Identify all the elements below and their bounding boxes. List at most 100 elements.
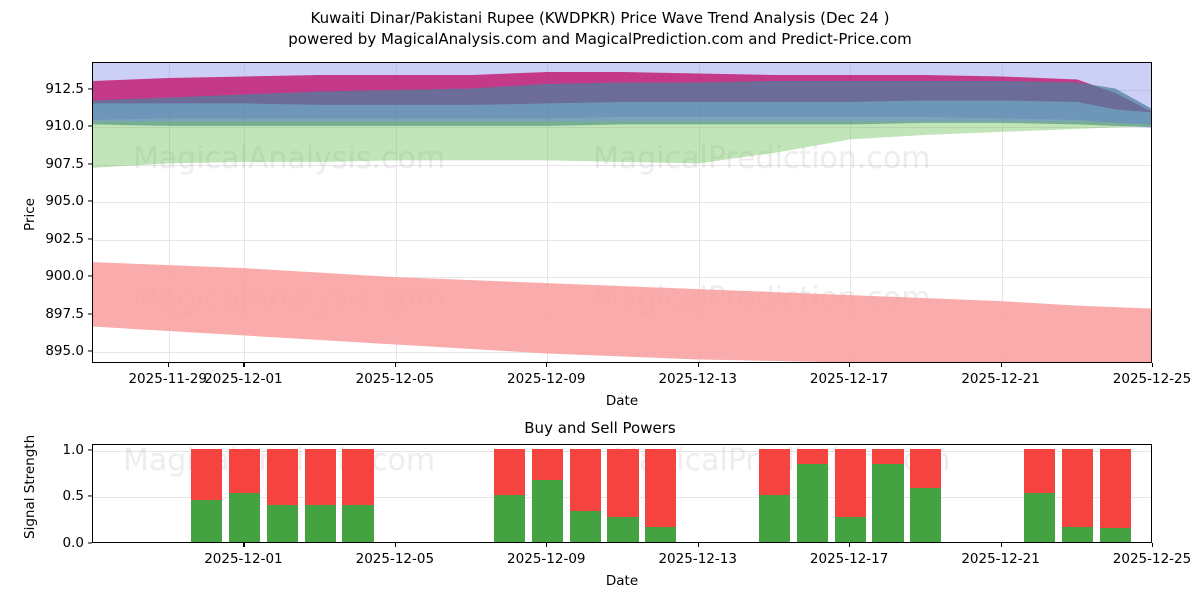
buy-power-bar[interactable] [342,504,374,542]
price-x-tick-mark [546,363,548,367]
buy-power-bar[interactable] [228,492,260,542]
buy-power-bar[interactable] [872,463,904,542]
price-y-tick-label: 907.5 [45,155,84,172]
gridline-vertical [244,63,246,362]
green-support-band [93,121,1151,168]
buy-power-bar[interactable] [266,504,298,542]
power-y-tick-label: 0.5 [62,488,84,505]
buy-power-bar[interactable] [191,499,223,542]
power-chart-title: Buy and Sell Powers [524,419,676,437]
price-x-axis-label: Date [605,393,639,409]
sell-power-bar[interactable] [304,448,336,505]
price-y-tick-mark [88,125,92,127]
price-x-tick-mark [1000,363,1002,367]
gridline-horizontal [93,277,1151,279]
sell-power-bar[interactable] [493,448,525,496]
sell-power-bar[interactable] [266,448,298,505]
price-x-tick-mark [1152,363,1154,367]
price-x-tick-label: 2025-12-09 [507,371,586,387]
power-x-tick-mark [697,543,699,547]
price-x-tick-mark [697,363,699,367]
buy-power-bar[interactable] [607,516,639,542]
price-y-tick-label: 910.0 [45,118,84,135]
sell-power-bar[interactable] [872,448,904,464]
price-x-tick-mark [243,363,245,367]
buy-power-bar[interactable] [758,495,790,542]
price-y-tick-mark [88,350,92,352]
buy-power-bar[interactable] [910,487,942,542]
buy-power-bar[interactable] [1023,492,1055,542]
gridline-vertical [168,63,170,362]
price-y-tick-label: 905.0 [45,193,84,210]
power-x-tick-label: 2025-12-01 [204,551,283,567]
sell-power-bar[interactable] [834,448,866,517]
price-y-axis-label: Price [22,197,38,231]
price-band-layer [93,63,1151,362]
sell-power-bar[interactable] [607,448,639,517]
sell-power-bar[interactable] [1023,448,1055,493]
page-title: Kuwaiti Dinar/Pakistani Rupee (KWDPKR) P… [0,8,1200,50]
price-x-tick-label: 2025-12-01 [204,371,283,387]
steel-blue-band [93,80,1151,128]
power-y-tick-mark [88,542,92,544]
price-x-tick-label: 2025-12-25 [1112,371,1192,387]
power-x-tick-mark [546,543,548,547]
gridline-horizontal [93,164,1151,166]
price-y-tick-label: 897.5 [45,305,84,322]
power-y-axis-label: Signal Strength [22,434,38,539]
power-x-tick-mark [849,543,851,547]
sell-power-bar[interactable] [645,448,677,528]
price-x-tick-label: 2025-12-21 [961,371,1040,387]
buy-power-bar[interactable] [1061,527,1093,542]
power-x-tick-mark [1152,543,1154,547]
sell-power-bar[interactable] [758,448,790,496]
price-x-tick-label: 2025-12-17 [809,371,889,387]
sell-power-bar[interactable] [1099,448,1131,528]
power-x-tick-label: 2025-12-05 [355,551,435,567]
gridline-vertical [1001,63,1003,362]
price-y-tick-mark [88,200,92,202]
buy-power-bar[interactable] [645,527,677,542]
buy-power-bar[interactable] [1099,528,1131,542]
price-chart-plot-area: MagicalAnalysis.com MagicalPrediction.com… [92,62,1152,363]
power-x-tick-label: 2025-12-13 [658,551,737,567]
price-y-tick-label: 912.5 [45,80,84,97]
sell-power-bar[interactable] [910,448,942,488]
power-y-tick-label: 1.0 [62,441,84,458]
power-x-tick-label: 2025-12-17 [809,551,889,567]
sell-power-bar[interactable] [191,448,223,500]
gridline-horizontal [93,202,1151,204]
price-x-tick-label: 2025-12-13 [658,371,737,387]
buy-power-bar[interactable] [796,463,828,542]
price-x-tick-label: 2025-12-05 [355,371,435,387]
power-x-tick-label: 2025-12-25 [1112,551,1192,567]
gridline-vertical [698,63,700,362]
buy-power-bar[interactable] [569,511,601,542]
sell-power-bar[interactable] [796,448,828,464]
gridline-horizontal [93,239,1151,241]
price-y-tick-mark [88,313,92,315]
buy-power-bar[interactable] [304,504,336,542]
sell-power-bar[interactable] [569,448,601,512]
sell-power-bar[interactable] [342,448,374,505]
title-line-2: powered by MagicalAnalysis.com and Magic… [288,30,912,48]
price-y-tick-label: 900.0 [45,268,84,285]
buy-power-bar[interactable] [834,516,866,542]
gridline-vertical [850,63,852,362]
price-y-tick-mark [88,88,92,90]
price-y-tick-mark [88,275,92,277]
price-x-tick-label: 2025-11-29 [128,371,207,387]
sell-power-bar[interactable] [1061,448,1093,528]
buy-power-bar[interactable] [493,495,525,542]
power-x-tick-mark [1000,543,1002,547]
gridline-vertical [547,63,549,362]
power-x-tick-mark [394,543,396,547]
buy-power-bar[interactable] [531,480,563,542]
price-x-tick-mark [167,363,169,367]
power-y-tick-mark [88,495,92,497]
sell-power-bar[interactable] [531,448,563,481]
price-y-tick-mark [88,238,92,240]
price-x-tick-mark [394,363,396,367]
sell-power-bar[interactable] [228,448,260,493]
